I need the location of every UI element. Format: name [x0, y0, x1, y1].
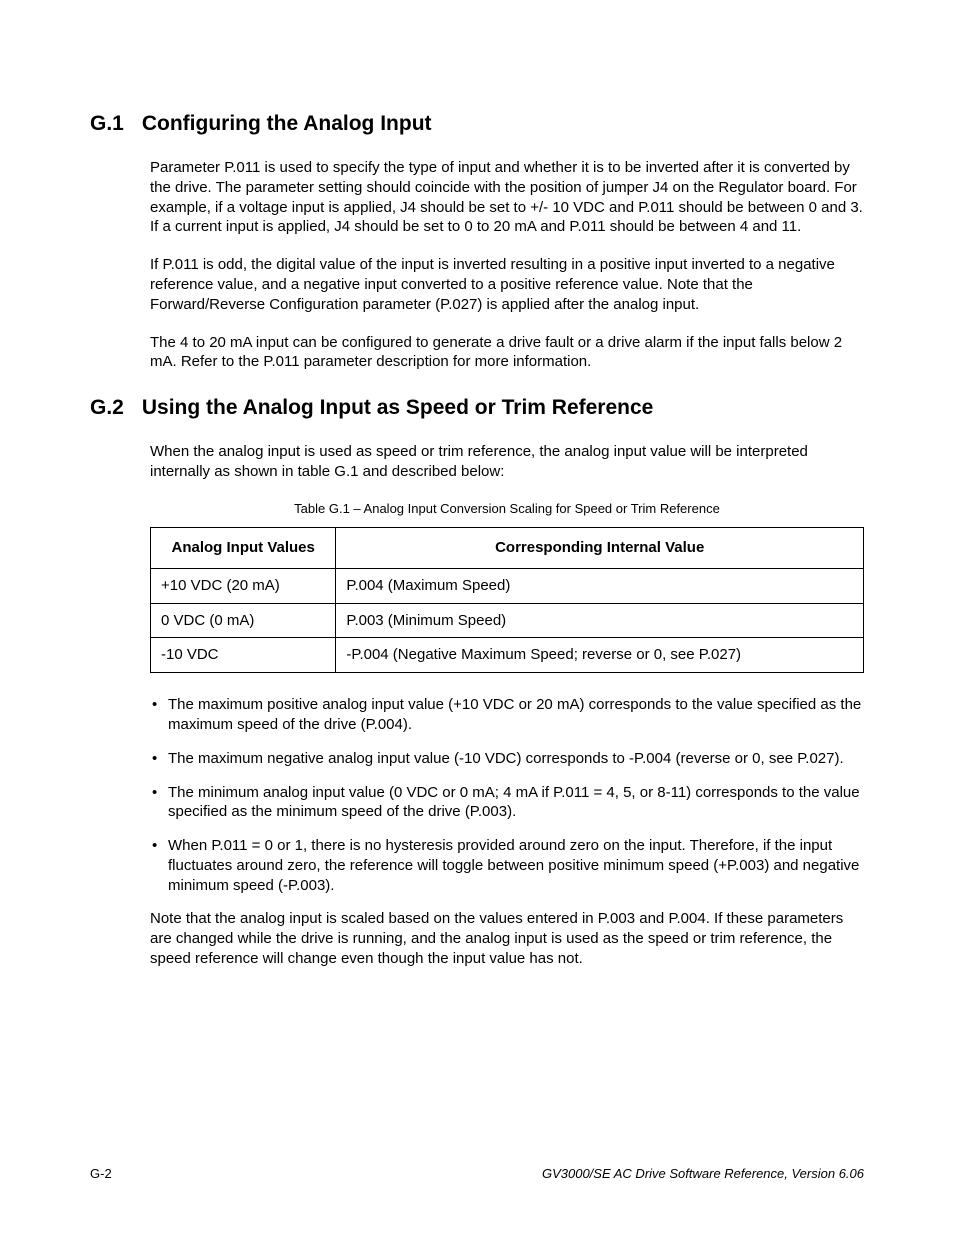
g1-para-3: The 4 to 20 mA input can be configured t…	[150, 333, 864, 373]
table-cell: P.003 (Minimum Speed)	[336, 603, 864, 638]
section-g1-body: Parameter P.011 is used to specify the t…	[150, 158, 864, 372]
g2-closing: Note that the analog input is scaled bas…	[150, 909, 864, 968]
table-cell: +10 VDC (20 mA)	[151, 568, 336, 603]
table-cell: -P.004 (Negative Maximum Speed; reverse …	[336, 638, 864, 673]
table-col-analog: Analog Input Values	[151, 527, 336, 568]
table-g1: Analog Input Values Corresponding Intern…	[150, 527, 864, 673]
table-header-row: Analog Input Values Corresponding Intern…	[151, 527, 864, 568]
section-g1-heading: G.1 Configuring the Analog Input	[90, 112, 864, 136]
list-item: The maximum positive analog input value …	[150, 695, 864, 735]
section-g1-number: G.1	[90, 112, 124, 136]
page-number: G-2	[90, 1166, 112, 1181]
g1-para-2: If P.011 is odd, the digital value of th…	[150, 255, 864, 314]
section-g2-number: G.2	[90, 396, 124, 420]
g1-para-1: Parameter P.011 is used to specify the t…	[150, 158, 864, 237]
section-g2-title: Using the Analog Input as Speed or Trim …	[142, 396, 654, 420]
list-item: When P.011 = 0 or 1, there is no hystere…	[150, 836, 864, 895]
section-g2-heading: G.2 Using the Analog Input as Speed or T…	[90, 396, 864, 420]
page-footer: G-2 GV3000/SE AC Drive Software Referenc…	[90, 1166, 864, 1181]
doc-reference: GV3000/SE AC Drive Software Reference, V…	[542, 1166, 864, 1181]
g2-intro: When the analog input is used as speed o…	[150, 442, 864, 482]
table-row: -10 VDC -P.004 (Negative Maximum Speed; …	[151, 638, 864, 673]
section-g2-body: When the analog input is used as speed o…	[150, 442, 864, 969]
table-row: 0 VDC (0 mA) P.003 (Minimum Speed)	[151, 603, 864, 638]
page-content: G.1 Configuring the Analog Input Paramet…	[0, 0, 954, 969]
list-item: The maximum negative analog input value …	[150, 749, 864, 769]
table-cell: -10 VDC	[151, 638, 336, 673]
list-item: The minimum analog input value (0 VDC or…	[150, 783, 864, 823]
g2-bullet-list: The maximum positive analog input value …	[150, 695, 864, 895]
table-col-internal: Corresponding Internal Value	[336, 527, 864, 568]
table-cell: P.004 (Maximum Speed)	[336, 568, 864, 603]
section-g1-title: Configuring the Analog Input	[142, 112, 432, 136]
table-cell: 0 VDC (0 mA)	[151, 603, 336, 638]
table-g1-caption: Table G.1 – Analog Input Conversion Scal…	[150, 500, 864, 517]
table-row: +10 VDC (20 mA) P.004 (Maximum Speed)	[151, 568, 864, 603]
